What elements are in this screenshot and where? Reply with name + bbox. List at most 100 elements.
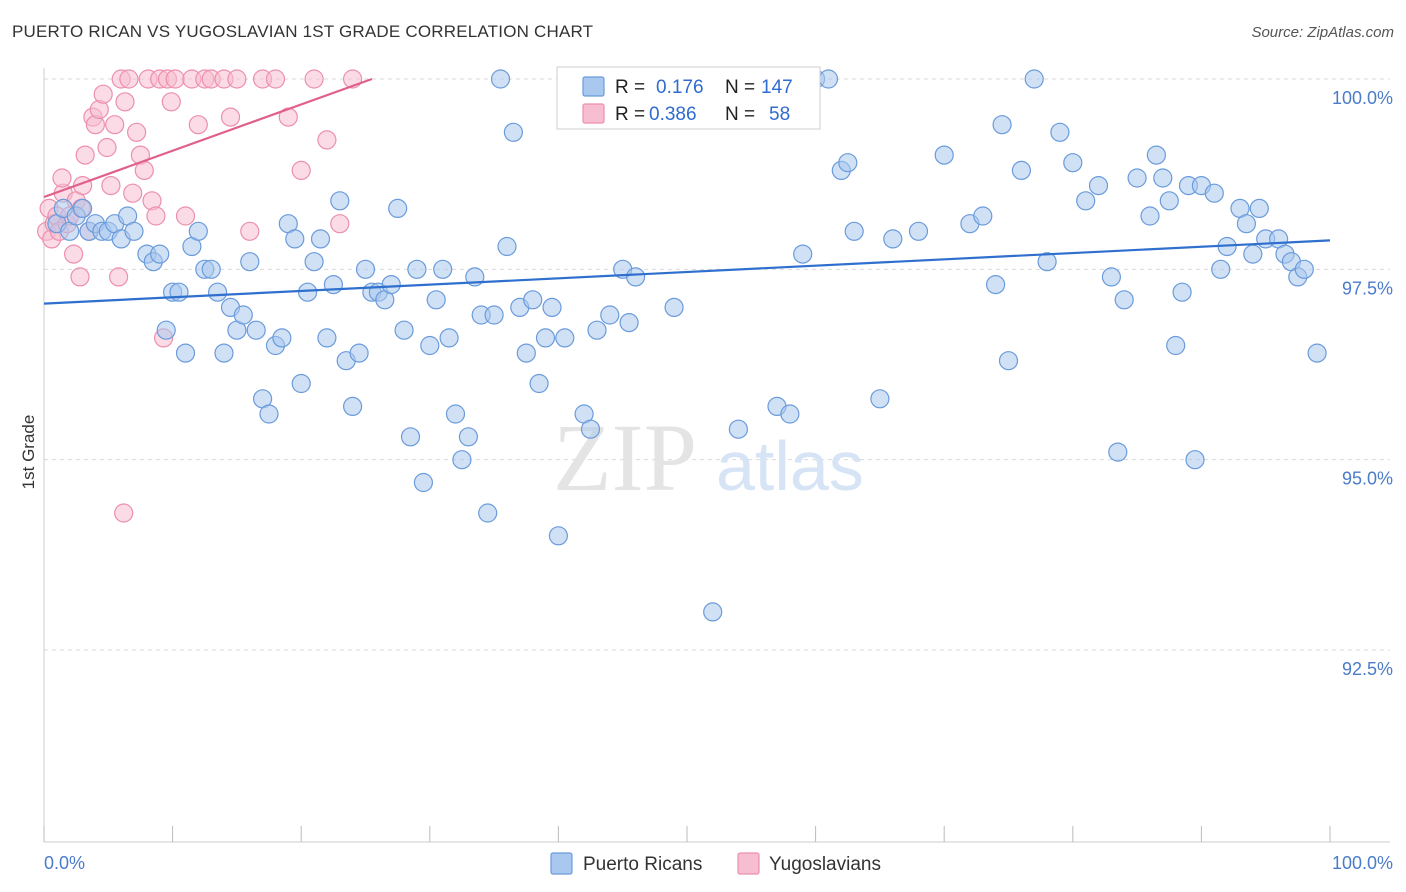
puerto-ricans-point [150, 244, 170, 264]
puerto-ricans-point [1024, 69, 1044, 89]
puerto-ricans-point [413, 472, 433, 493]
watermark-atlas: atlas [716, 427, 864, 505]
puerto-ricans-point [400, 427, 421, 447]
puerto-ricans-point [625, 267, 646, 287]
puerto-ricans-point [497, 236, 517, 257]
yugoslavians-trend-line [43, 77, 373, 199]
puerto-ricans-point [1127, 168, 1147, 188]
yugoslavians-point [101, 176, 121, 196]
legend-r-label-pink: R = [615, 104, 645, 125]
y-tick-label: 100.0% [1332, 88, 1393, 108]
puerto-ricans-point [844, 221, 864, 241]
puerto-ricans-point [214, 343, 234, 363]
puerto-ricans-point [355, 259, 376, 279]
yugoslavians-point [105, 115, 125, 135]
puerto-ricans-point [343, 396, 363, 416]
yugoslavians-point [330, 214, 350, 234]
puerto-ricans-point [535, 328, 556, 348]
yugoslavians-point [108, 267, 129, 287]
puerto-ricans-point [793, 244, 813, 264]
watermark-zip: ZIP [553, 404, 697, 511]
legend-r-value-blue: 0.176 [656, 77, 704, 98]
y-tick-label: 97.5% [1342, 278, 1393, 298]
puerto-ricans-point [420, 335, 440, 356]
puerto-ricans-point [330, 191, 350, 211]
yugoslavians-point [123, 183, 143, 203]
puerto-ricans-point [452, 450, 472, 470]
puerto-ricans-point [1249, 198, 1269, 218]
puerto-ricans-point [169, 282, 189, 302]
yugoslavians-point [161, 92, 181, 112]
yugoslavians-point [165, 69, 185, 89]
legend-r-label-blue: R = [615, 77, 645, 98]
puerto-ricans-point [1166, 335, 1186, 356]
legend-n-label-pink: N = [725, 104, 755, 125]
puerto-ricans-point [478, 503, 498, 523]
puerto-ricans-point [124, 221, 144, 241]
puerto-ricans-point [1211, 259, 1231, 279]
bottom-legend-swatch-blue [550, 852, 573, 875]
puerto-ricans-point [1307, 343, 1327, 363]
puerto-ricans-point [1185, 450, 1205, 470]
yugoslavians-point [146, 206, 166, 226]
puerto-ricans-point [1011, 160, 1032, 180]
puerto-ricans-point [407, 259, 427, 279]
puerto-ricans-point [1108, 442, 1128, 462]
puerto-ricans-point [555, 328, 575, 348]
puerto-ricans-point [870, 389, 890, 409]
legend-n-value-blue: 147 [761, 77, 793, 98]
puerto-ricans-point [1159, 191, 1179, 211]
chart-title: PUERTO RICAN VS YUGOSLAVIAN 1ST GRADE CO… [12, 22, 594, 41]
puerto-ricans-point [1076, 191, 1096, 211]
legend-swatch-blue [582, 76, 605, 97]
yugoslavians-point [188, 115, 208, 135]
grid-layer [44, 78, 1390, 651]
puerto-ricans-point [728, 419, 749, 439]
puerto-ricans-point [285, 229, 305, 249]
puerto-ricans-point [445, 404, 466, 424]
puerto-ricans-point [1037, 252, 1057, 272]
puerto-ricans-point [992, 115, 1012, 135]
bottom-legend-swatch-pink [737, 852, 760, 875]
puerto-ricans-point [883, 229, 903, 249]
puerto-ricans-point [664, 297, 684, 317]
puerto-ricans-point [1050, 122, 1070, 142]
puerto-ricans-point [934, 145, 954, 165]
puerto-ricans-point [985, 275, 1006, 295]
series-legend: Puerto Ricans Yugoslavians [550, 852, 881, 875]
yugoslavians-point [93, 84, 113, 104]
puerto-ricans-point [1172, 282, 1192, 302]
puerto-ricans-point [1236, 214, 1257, 234]
puerto-ricans-points [47, 69, 1327, 622]
yugoslavians-point [119, 69, 139, 89]
puerto-ricans-point [1243, 244, 1263, 264]
puerto-ricans-point [587, 320, 607, 340]
yugoslavians-point [52, 168, 72, 188]
legend-n-value-pink: 58 [769, 104, 790, 125]
puerto-ricans-point [388, 198, 408, 218]
puerto-ricans-point [272, 328, 292, 348]
bottom-legend-label-pink: Yugoslavians [769, 854, 881, 875]
puerto-ricans-point [523, 290, 543, 310]
y-axis-title: 1st Grade [19, 415, 38, 490]
axes-layer: 92.5% 95.0% 97.5% 100.0% 0.0% 100.0% [43, 68, 1393, 873]
puerto-ricans-point [201, 259, 221, 279]
puerto-ricans-point [259, 404, 279, 424]
puerto-ricans-point [516, 343, 536, 363]
puerto-ricans-point [503, 122, 524, 142]
puerto-ricans-point [458, 427, 478, 447]
puerto-ricans-point [998, 351, 1019, 371]
puerto-ricans-point [381, 275, 401, 295]
puerto-ricans-point [703, 602, 723, 622]
puerto-ricans-point [291, 373, 311, 394]
yugoslavians-point [291, 160, 311, 180]
puerto-ricans-point [973, 206, 993, 226]
puerto-ricans-point [439, 328, 459, 348]
puerto-ricans-point [317, 328, 337, 348]
yugoslavians-point [63, 244, 84, 264]
puerto-ricans-point [349, 343, 369, 363]
yugoslavians-point [75, 145, 95, 165]
puerto-ricans-point [529, 373, 549, 394]
yugoslavians-point [114, 503, 134, 523]
